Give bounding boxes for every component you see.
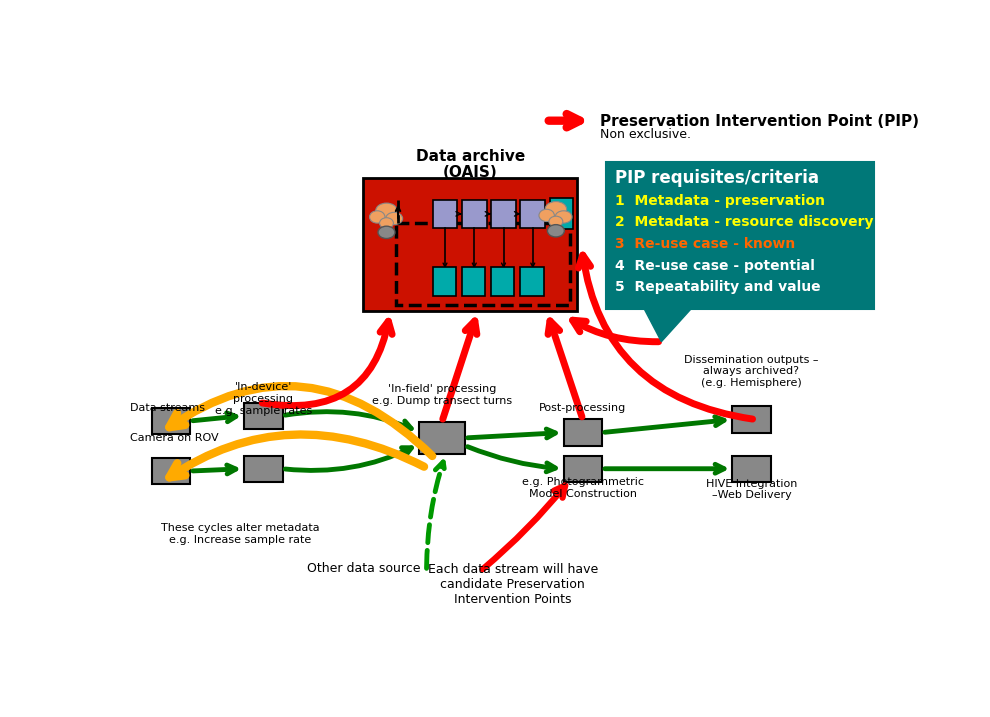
Ellipse shape — [545, 201, 566, 217]
Text: (OAIS): (OAIS) — [444, 165, 498, 179]
Ellipse shape — [378, 226, 395, 239]
Bar — [521, 267, 544, 296]
Text: Each data stream will have
candidate Preservation
Intervention Points: Each data stream will have candidate Pre… — [428, 564, 598, 607]
Text: Data archive: Data archive — [416, 149, 525, 164]
Text: Non exclusive.: Non exclusive. — [600, 128, 691, 141]
Bar — [462, 200, 487, 228]
Text: e.g. Photogrammetric
Model Construction: e.g. Photogrammetric Model Construction — [522, 478, 644, 499]
Ellipse shape — [369, 211, 385, 223]
Bar — [733, 407, 770, 432]
Ellipse shape — [379, 218, 393, 229]
Bar — [244, 402, 282, 429]
Text: 'In-device'
processing
e.g. sample rates: 'In-device' processing e.g. sample rates — [215, 382, 312, 416]
Text: 1  Metadata - preservation: 1 Metadata - preservation — [615, 194, 826, 208]
Ellipse shape — [555, 211, 572, 223]
Bar — [733, 455, 770, 482]
Text: 3  Re-use case - known: 3 Re-use case - known — [615, 237, 795, 251]
Ellipse shape — [376, 203, 397, 219]
Ellipse shape — [539, 209, 554, 222]
Bar — [151, 408, 190, 434]
Bar — [244, 455, 282, 482]
Text: These cycles alter metadata
e.g. Increase sample rate: These cycles alter metadata e.g. Increas… — [160, 523, 320, 545]
Text: Camera on ROV: Camera on ROV — [130, 432, 219, 442]
Text: 'In-field' processing
e.g. Dump transect turns: 'In-field' processing e.g. Dump transect… — [372, 384, 512, 406]
Text: Other data source: Other data source — [307, 562, 420, 575]
Bar — [606, 161, 874, 309]
Bar — [549, 199, 573, 229]
Bar — [563, 455, 602, 482]
Ellipse shape — [386, 212, 403, 224]
Bar — [151, 458, 190, 484]
Bar — [433, 267, 455, 296]
Polygon shape — [644, 309, 691, 342]
Text: 2  Metadata - resource discovery: 2 Metadata - resource discovery — [615, 215, 873, 229]
Bar — [433, 200, 457, 228]
Ellipse shape — [547, 224, 564, 237]
Text: HIVE Integration
–Web Delivery: HIVE Integration –Web Delivery — [706, 479, 797, 500]
Ellipse shape — [548, 216, 562, 227]
Text: Data streams: Data streams — [130, 403, 205, 413]
Bar — [563, 419, 602, 446]
Text: Dissemination outputs –
always archived?
(e.g. Hemisphere): Dissemination outputs – always archived?… — [684, 355, 819, 388]
Text: PIP requisites/criteria: PIP requisites/criteria — [615, 169, 819, 187]
Bar — [419, 422, 465, 454]
Bar — [363, 179, 577, 311]
Text: Post-processing: Post-processing — [540, 403, 627, 413]
Bar — [396, 223, 569, 305]
Bar — [491, 267, 515, 296]
Bar — [521, 200, 545, 228]
Bar — [491, 200, 516, 228]
Bar — [462, 267, 485, 296]
Text: 5  Repeatability and value: 5 Repeatability and value — [615, 280, 821, 294]
Text: Preservation Intervention Point (PIP): Preservation Intervention Point (PIP) — [600, 114, 919, 129]
Text: 4  Re-use case - potential: 4 Re-use case - potential — [615, 259, 815, 272]
